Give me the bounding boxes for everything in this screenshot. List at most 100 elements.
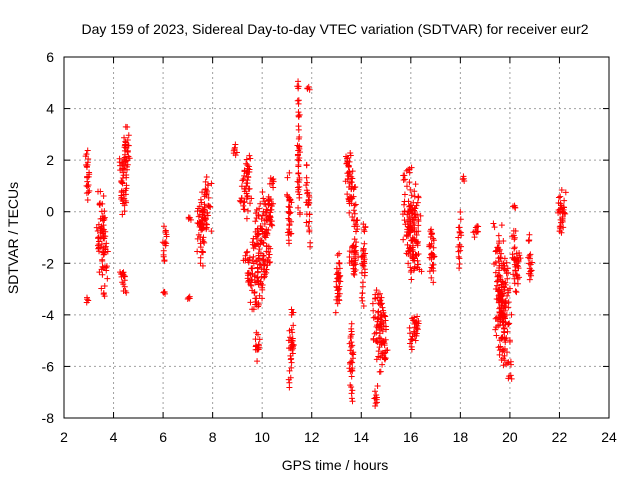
data-point — [348, 373, 355, 380]
data-point — [122, 191, 129, 198]
data-point — [557, 193, 564, 200]
data-point — [243, 190, 250, 197]
data-point — [457, 247, 464, 254]
data-point — [346, 209, 353, 216]
data-point — [260, 253, 267, 260]
data-point — [526, 276, 533, 283]
data-point — [161, 223, 168, 230]
x-tick-label: 12 — [304, 429, 320, 445]
data-point — [349, 367, 356, 374]
data-point — [163, 233, 170, 240]
data-point — [414, 238, 421, 245]
data-point — [249, 265, 256, 272]
data-point — [194, 208, 201, 215]
data-point — [101, 293, 108, 300]
data-point — [243, 180, 250, 187]
data-point — [295, 112, 302, 119]
data-point — [492, 259, 499, 266]
data-point — [261, 221, 268, 228]
data-point — [200, 225, 207, 232]
data-point — [296, 174, 303, 181]
data-point — [257, 261, 264, 268]
data-point — [428, 226, 435, 233]
data-point — [95, 188, 102, 195]
data-point — [262, 258, 269, 265]
data-point — [346, 253, 353, 260]
data-point — [348, 390, 355, 397]
data-point — [512, 288, 519, 295]
data-point — [240, 175, 247, 182]
data-point — [206, 203, 213, 210]
data-point — [361, 240, 368, 247]
data-point — [244, 162, 251, 169]
data-point — [267, 175, 274, 182]
data-point — [415, 194, 422, 201]
data-point — [254, 232, 261, 239]
data-point — [100, 193, 107, 200]
data-point — [415, 250, 422, 257]
data-point — [416, 266, 423, 273]
data-point — [504, 275, 511, 282]
data-point — [491, 224, 498, 231]
data-point — [406, 203, 413, 210]
data-point — [360, 247, 367, 254]
y-tick-label: 4 — [46, 101, 54, 117]
data-point — [378, 301, 385, 308]
data-point — [351, 247, 358, 254]
data-point — [347, 149, 354, 156]
data-point — [98, 241, 105, 248]
data-point — [124, 161, 131, 168]
data-point — [253, 240, 260, 247]
data-point — [499, 313, 506, 320]
data-point — [369, 300, 376, 307]
data-point — [243, 215, 250, 222]
data-point — [123, 174, 130, 181]
x-tick-label: 20 — [502, 429, 518, 445]
data-point — [258, 266, 265, 273]
data-point — [494, 248, 501, 255]
data-point — [288, 359, 295, 366]
data-point — [430, 254, 437, 261]
data-point — [163, 240, 170, 247]
data-point — [405, 208, 412, 215]
x-axis-label: GPS time / hours — [282, 457, 389, 473]
data-point — [359, 253, 366, 260]
point-cluster — [83, 294, 92, 306]
x-tick-label: 4 — [110, 429, 118, 445]
data-point — [98, 208, 105, 215]
data-point — [404, 241, 411, 248]
data-point — [257, 200, 264, 207]
data-point — [377, 335, 384, 342]
data-point — [409, 226, 416, 233]
data-point — [502, 279, 509, 286]
data-point — [162, 239, 169, 246]
data-point — [501, 324, 508, 331]
data-point — [343, 153, 350, 160]
data-point — [430, 279, 437, 286]
data-point — [101, 264, 108, 271]
data-point — [284, 229, 291, 236]
data-point — [346, 168, 353, 175]
data-point — [373, 356, 380, 363]
data-point — [267, 196, 274, 203]
data-point — [124, 124, 131, 131]
data-point — [231, 146, 238, 153]
data-point — [348, 320, 355, 327]
data-point — [560, 224, 567, 231]
data-point — [253, 258, 260, 265]
data-point — [348, 325, 355, 332]
data-point — [499, 290, 506, 297]
data-point — [185, 294, 192, 301]
data-point — [373, 338, 379, 345]
data-point — [162, 227, 169, 234]
data-point — [241, 185, 248, 192]
data-point — [250, 245, 257, 252]
data-point — [527, 268, 534, 275]
data-point — [232, 141, 239, 148]
data-point — [359, 290, 366, 297]
data-point — [205, 194, 212, 201]
data-point — [240, 202, 247, 209]
data-point — [374, 318, 381, 325]
data-point — [186, 214, 193, 221]
data-point — [374, 322, 381, 329]
